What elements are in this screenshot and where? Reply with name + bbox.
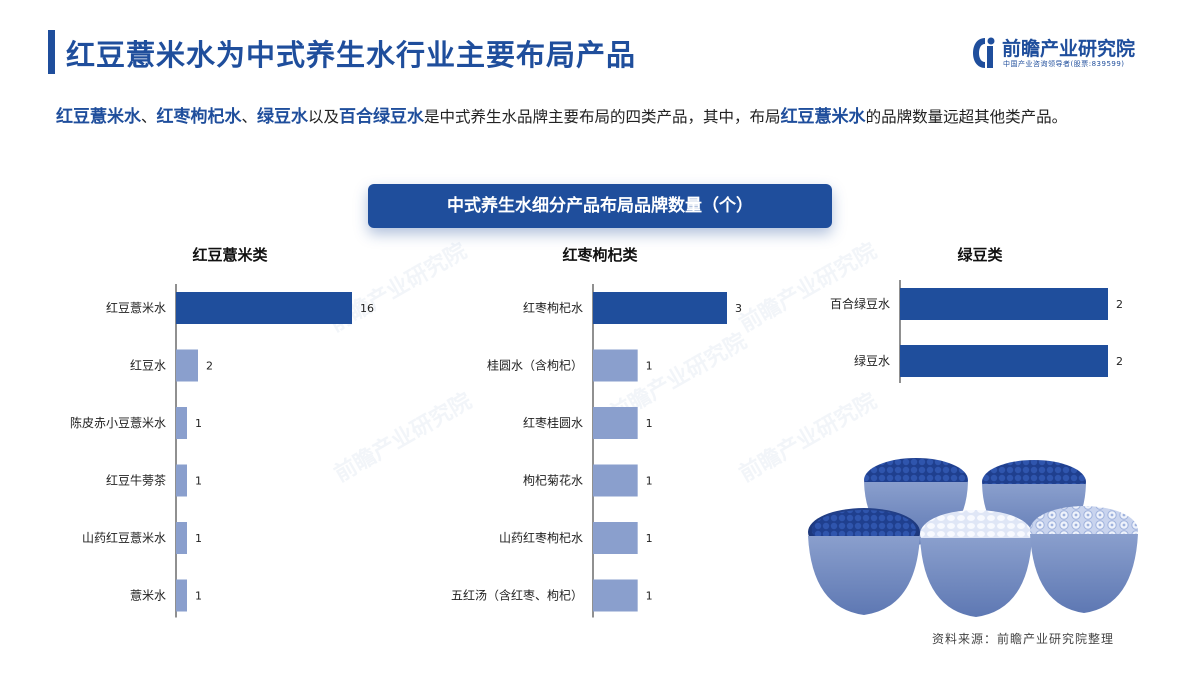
- category-label: 红枣枸杞水: [523, 300, 583, 315]
- value-label: 2: [1116, 355, 1123, 368]
- value-label: 1: [195, 532, 202, 545]
- value-label: 1: [646, 475, 653, 488]
- category-label: 红豆水: [130, 358, 166, 373]
- logo-subtitle: 中国产业咨询领导者(股票:839599): [1003, 60, 1125, 68]
- value-label: 16: [360, 302, 374, 315]
- category-label: 红豆牛蒡茶: [106, 473, 166, 488]
- value-label: 1: [646, 532, 653, 545]
- intro-text: 、: [241, 108, 258, 126]
- chart-banner-title: 中式养生水细分产品布局品牌数量（个）: [368, 184, 832, 228]
- bar: [593, 522, 638, 554]
- value-label: 1: [646, 590, 653, 603]
- bar: [176, 407, 187, 439]
- bar: [176, 464, 187, 497]
- source-note: 资料来源：前瞻产业研究院整理: [932, 632, 1115, 646]
- value-label: 2: [206, 360, 213, 373]
- category-label: 枸杞菊花水: [523, 473, 583, 488]
- bar: [593, 579, 638, 612]
- bar: [176, 579, 187, 612]
- brand-logo: 前瞻产业研究院 中国产业咨询领导者(股票:839599): [972, 34, 1152, 74]
- value-label: 1: [195, 475, 202, 488]
- category-label: 绿豆水: [854, 353, 890, 368]
- intro-highlight: 红豆薏米水: [780, 107, 866, 127]
- bar: [900, 345, 1108, 377]
- value-label: 2: [1116, 298, 1123, 311]
- panel-title-lvdou: 绿豆类: [957, 246, 1003, 264]
- category-label: 山药红豆薏米水: [82, 530, 166, 545]
- category-label: 山药红枣枸杞水: [499, 530, 583, 545]
- value-label: 3: [735, 302, 742, 315]
- bar: [593, 292, 727, 324]
- bar: [900, 288, 1108, 320]
- panel-title-hongdou: 红豆薏米类: [192, 246, 268, 264]
- category-label: 薏米水: [130, 589, 166, 603]
- bar: [593, 464, 638, 497]
- bar: [176, 292, 352, 324]
- intro-highlight: 红豆薏米水: [56, 107, 141, 127]
- category-label: 红枣桂圆水: [523, 415, 583, 430]
- intro-text: 是中式养生水品牌主要布局的四类产品，其中，布局: [424, 108, 781, 126]
- bar: [176, 349, 198, 382]
- intro-text: 以及: [308, 108, 340, 126]
- category-label: 五红汤（含红枣、枸杞）: [451, 588, 583, 603]
- intro-highlight: 绿豆水: [257, 107, 309, 127]
- category-label: 百合绿豆水: [830, 296, 890, 311]
- category-label: 红豆薏米水: [106, 300, 166, 315]
- bar: [593, 407, 638, 439]
- category-label: 桂圆水（含枸杞）: [487, 358, 583, 373]
- grain-bowls-illustration: [808, 458, 1138, 617]
- intro-highlight: 百合绿豆水: [339, 107, 425, 127]
- value-label: 1: [646, 360, 653, 373]
- value-label: 1: [195, 590, 202, 603]
- logo-mark-icon: [973, 37, 995, 68]
- intro-paragraph: 红豆薏米水、红枣枸杞水、绿豆水以及百合绿豆水是中式养生水品牌主要布局的四类产品，…: [56, 100, 1156, 134]
- category-label: 陈皮赤小豆薏米水: [70, 415, 166, 430]
- bar: [593, 349, 638, 382]
- page-title: 红豆薏米水为中式养生水行业主要布局产品: [66, 38, 637, 72]
- value-label: 1: [195, 417, 202, 430]
- intro-highlight: 红枣枸杞水: [156, 107, 242, 127]
- panel-title-hongzao: 红枣枸杞类: [562, 246, 638, 264]
- title-accent-bar: [48, 30, 55, 74]
- intro-text: 、: [141, 108, 157, 126]
- intro-text: 的品牌数量远超其他类产品。: [865, 108, 1068, 126]
- value-label: 1: [646, 417, 653, 430]
- logo-name: 前瞻产业研究院: [1002, 38, 1136, 60]
- bar: [176, 522, 187, 554]
